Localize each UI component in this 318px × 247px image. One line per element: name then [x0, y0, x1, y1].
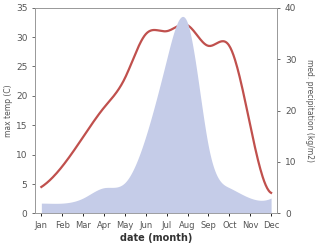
Y-axis label: med. precipitation (kg/m2): med. precipitation (kg/m2) — [305, 59, 314, 162]
Y-axis label: max temp (C): max temp (C) — [4, 84, 13, 137]
X-axis label: date (month): date (month) — [120, 233, 192, 243]
